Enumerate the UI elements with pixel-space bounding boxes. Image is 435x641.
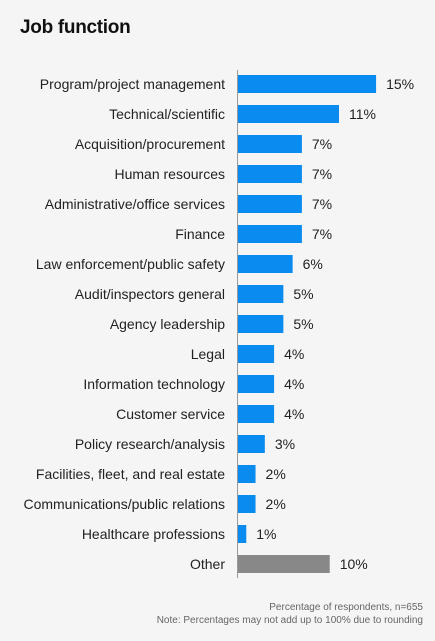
bar-finance [237, 225, 302, 243]
value-label-other: 10% [340, 556, 368, 572]
bar-human-resources [237, 165, 302, 183]
category-label-human-resources: Human resources [115, 166, 226, 182]
bar-program-project-management [237, 75, 377, 93]
footnote-respondents: Percentage of respondents, n=655 [269, 602, 423, 613]
value-label-agency-leadership: 5% [293, 316, 313, 332]
bar-technical-scientific [237, 105, 339, 123]
bar-other [237, 555, 330, 573]
chart-title: Job function [20, 17, 131, 38]
bar-communications-public-relations [237, 495, 256, 513]
value-label-communications-public-relations: 2% [266, 496, 286, 512]
category-label-legal: Legal [191, 346, 225, 362]
category-label-facilities-fleet-and-real-estate: Facilities, fleet, and real estate [36, 466, 225, 482]
category-label-administrative-office-services: Administrative/office services [45, 196, 225, 212]
value-label-policy-research-analysis: 3% [275, 436, 295, 452]
bar-policy-research-analysis [237, 435, 265, 453]
category-label-communications-public-relations: Communications/public relations [23, 496, 225, 512]
category-label-acquisition-procurement: Acquisition/procurement [75, 136, 225, 152]
value-label-audit-inspectors-general: 5% [293, 286, 313, 302]
category-label-information-technology: Information technology [83, 376, 225, 392]
value-label-administrative-office-services: 7% [312, 196, 332, 212]
bar-audit-inspectors-general [237, 285, 284, 303]
category-label-finance: Finance [175, 226, 225, 242]
bar-facilities-fleet-and-real-estate [237, 465, 256, 483]
value-label-human-resources: 7% [312, 166, 332, 182]
category-label-program-project-management: Program/project management [40, 76, 225, 92]
value-label-acquisition-procurement: 7% [312, 136, 332, 152]
value-label-healthcare-professions: 1% [256, 526, 276, 542]
category-label-other: Other [190, 556, 225, 572]
bar-acquisition-procurement [237, 135, 302, 153]
category-label-healthcare-professions: Healthcare professions [82, 526, 225, 542]
value-label-information-technology: 4% [284, 376, 304, 392]
bar-administrative-office-services [237, 195, 302, 213]
bar-legal [237, 345, 275, 363]
category-label-law-enforcement-public-safety: Law enforcement/public safety [36, 256, 225, 272]
category-label-technical-scientific: Technical/scientific [109, 106, 225, 122]
category-label-customer-service: Customer service [116, 406, 225, 422]
value-label-facilities-fleet-and-real-estate: 2% [266, 466, 286, 482]
footnote-rounding-note: Note: Percentages may not add up to 100%… [156, 615, 423, 626]
bar-agency-leadership [237, 315, 284, 333]
value-label-legal: 4% [284, 346, 304, 362]
category-label-policy-research-analysis: Policy research/analysis [75, 436, 225, 452]
bar-information-technology [237, 375, 275, 393]
bar-healthcare-professions [237, 525, 247, 543]
bar-customer-service [237, 405, 275, 423]
footnote: Percentage of respondents, n=655 Note: P… [157, 601, 423, 627]
bar-law-enforcement-public-safety [237, 255, 293, 273]
category-label-agency-leadership: Agency leadership [110, 316, 225, 332]
value-label-customer-service: 4% [284, 406, 304, 422]
value-label-law-enforcement-public-safety: 6% [303, 256, 323, 272]
category-label-audit-inspectors-general: Audit/inspectors general [75, 286, 225, 302]
value-label-finance: 7% [312, 226, 332, 242]
value-label-program-project-management: 15% [386, 76, 414, 92]
value-label-technical-scientific: 11% [349, 106, 376, 122]
